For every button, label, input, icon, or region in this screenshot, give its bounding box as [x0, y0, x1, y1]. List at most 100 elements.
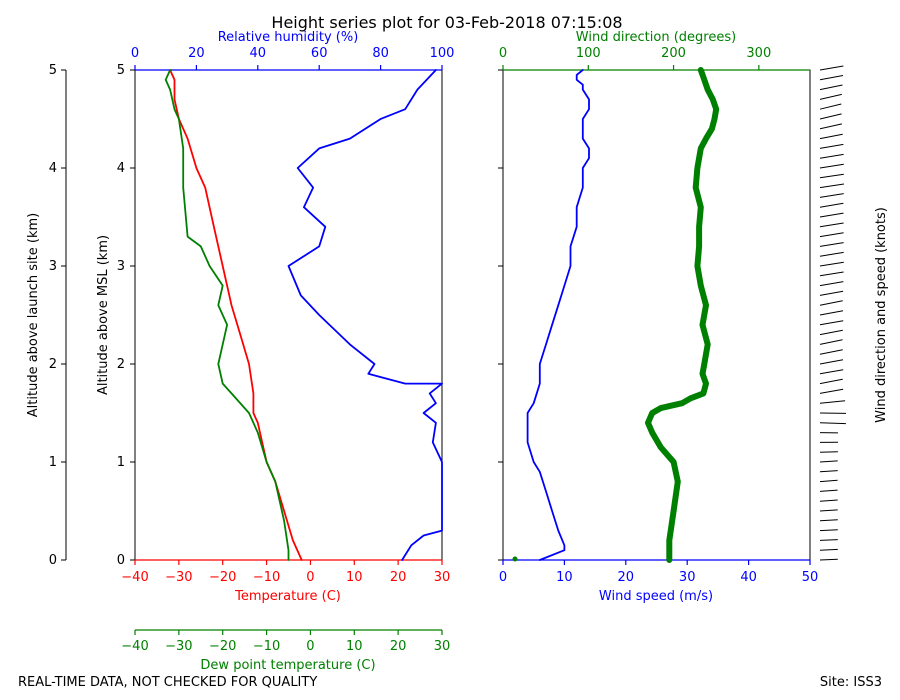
x-tick-label: 20: [390, 639, 407, 654]
wind-barb: [819, 183, 844, 189]
wind-barb: [819, 499, 838, 502]
x-tick-label: −10: [253, 570, 280, 585]
temperature-line: [169, 69, 303, 561]
x-tick-label: 20: [618, 570, 635, 585]
wind-barb: [819, 103, 842, 110]
x-tick-label: 10: [556, 570, 573, 585]
x-tick-label: 10: [346, 639, 363, 654]
x-tick-label: −40: [121, 639, 148, 654]
wind-barb: [819, 489, 838, 492]
temperature-axis-label: Temperature (C): [234, 589, 341, 604]
y-tick-label: 4: [117, 161, 125, 176]
x-tick-label: 100: [576, 46, 601, 61]
x-tick-label: 80: [372, 46, 389, 61]
wind-barb: [819, 281, 844, 287]
wdir-line: [645, 67, 720, 563]
dewpoint-axis-label: Dew point temperature (C): [200, 658, 375, 673]
wind-barb: [819, 422, 846, 425]
y-tick-label: 5: [49, 63, 57, 78]
wind-barb: [819, 202, 844, 208]
x-tick-label: −20: [209, 570, 236, 585]
wind-barb: [819, 163, 844, 169]
wind-barb: [819, 271, 844, 277]
wind-dir-surface-marker: [512, 556, 518, 562]
wind-barb: [819, 451, 838, 453]
msl-altitude-label: Altitude above MSL (km): [96, 235, 111, 395]
x-tick-label: 20: [188, 46, 205, 61]
x-tick-label: 50: [802, 570, 819, 585]
y-tick-label: 2: [49, 357, 57, 372]
wspd-line: [526, 69, 590, 561]
x-tick-label: 20: [390, 570, 407, 585]
wind-barb: [819, 519, 838, 522]
y-tick-label: 1: [117, 455, 125, 470]
wind-barb: [819, 261, 844, 267]
wind-speed-axis-label: Wind speed (m/s): [599, 589, 713, 604]
wind-barb: [819, 232, 844, 238]
wind-dir-axis-label: Wind direction (degrees): [576, 30, 736, 45]
wind-barb: [819, 529, 838, 532]
wind-barb: [819, 359, 844, 365]
y-tick-label: 5: [117, 63, 125, 78]
wind-barb: [819, 290, 844, 296]
wind-barb: [819, 251, 844, 257]
rh-axis-label: Relative humidity (%): [218, 30, 359, 45]
y-tick-label: 2: [117, 357, 125, 372]
wind-barb: [819, 558, 838, 561]
x-tick-label: 0: [499, 46, 507, 61]
x-tick-label: −20: [209, 639, 236, 654]
y-tick-label: 3: [49, 259, 57, 274]
x-tick-label: −40: [121, 570, 148, 585]
wind-barb: [819, 539, 838, 541]
chart-title: Height series plot for 03-Feb-2018 07:15…: [271, 13, 622, 32]
site-altitude-label: Altitude above launch site (km): [26, 213, 41, 417]
x-tick-label: −30: [165, 570, 192, 585]
x-tick-label: 0: [131, 46, 139, 61]
wind-barb: [819, 400, 846, 404]
y-tick-label: 3: [117, 259, 125, 274]
y-tick-label: 0: [49, 553, 57, 568]
wind-barb: [819, 212, 844, 218]
wind-barb: [819, 193, 844, 198]
wind-barb: [819, 300, 843, 306]
wind-barb: [819, 378, 843, 385]
left-panel: 0 1 2 3 4 5 Altitude above MSL (km) −40 −30 −20…: [96, 30, 454, 673]
x-tick-label: 0: [306, 639, 314, 654]
x-tick-label: 60: [311, 46, 328, 61]
x-tick-label: 100: [430, 46, 455, 61]
wind-barb: [819, 153, 844, 159]
x-tick-label: 0: [499, 570, 507, 585]
y-tick-label: 4: [49, 161, 57, 176]
dewpoint-line: [164, 69, 290, 561]
x-tick-label: 300: [746, 46, 771, 61]
x-tick-label: 30: [434, 639, 451, 654]
wind-barb: [819, 310, 844, 316]
wind-barb: [819, 222, 844, 228]
wind-barb: [819, 479, 838, 483]
footer-site: Site: ISS3: [820, 675, 882, 690]
wind-barb: [819, 388, 844, 394]
wind-barb: [819, 349, 843, 355]
wind-barb: [819, 329, 843, 336]
x-tick-label: 0: [306, 570, 314, 585]
wind-barb: [819, 548, 838, 551]
wind-barb: [819, 65, 844, 71]
rh-line: [287, 69, 443, 561]
y-tick-label: 1: [49, 455, 57, 470]
wind-barb: [819, 113, 842, 120]
x-tick-label: −30: [165, 639, 192, 654]
right-panel: 0 10 20 30 40 50 Wind speed (m/s) 0 100 200 300 …: [498, 30, 889, 604]
wind-barb-axis-label: Wind direction and speed (knots): [874, 207, 889, 423]
wind-barb: [819, 84, 843, 91]
wind-barb: [819, 75, 844, 81]
wind-barb: [819, 339, 843, 345]
x-tick-label: 30: [434, 570, 451, 585]
x-tick-label: 30: [679, 570, 696, 585]
x-tick-label: 40: [740, 570, 757, 585]
wind-barb: [819, 242, 844, 247]
wind-barb: [819, 369, 844, 375]
x-tick-label: −10: [253, 639, 280, 654]
wind-barb: [819, 470, 838, 473]
wind-barb: [819, 460, 838, 463]
